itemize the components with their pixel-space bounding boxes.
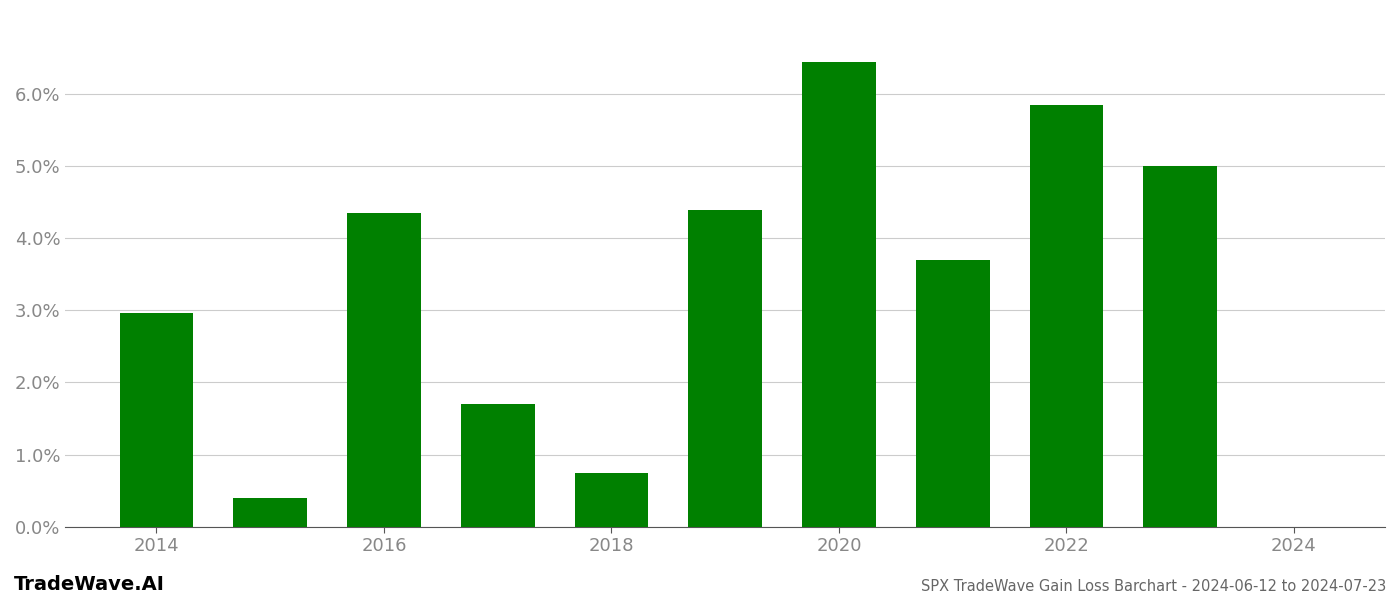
Bar [1144,166,1217,527]
Bar [119,313,193,527]
Bar [802,62,876,527]
Bar [1029,105,1103,527]
Text: TradeWave.AI: TradeWave.AI [14,575,165,594]
Text: SPX TradeWave Gain Loss Barchart - 2024-06-12 to 2024-07-23: SPX TradeWave Gain Loss Barchart - 2024-… [921,579,1386,594]
Bar [234,498,307,527]
Bar [689,209,762,527]
Bar [916,260,990,527]
Bar [574,473,648,527]
Bar [347,213,421,527]
Bar [461,404,535,527]
